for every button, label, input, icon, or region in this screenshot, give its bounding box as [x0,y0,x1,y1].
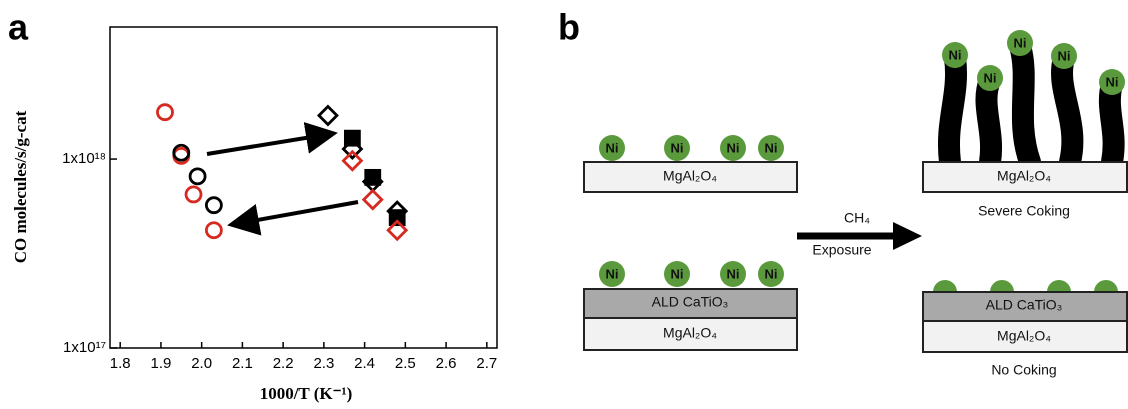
particle-label: Ni [606,140,619,155]
coating-label: ALD CaTiO₃ [986,297,1063,313]
point [316,104,339,127]
particle [599,261,625,287]
result-label: Severe Coking [978,203,1070,219]
x-tick-label: 2.5 [395,355,416,372]
particle [758,135,784,161]
panel-label: b [558,7,580,48]
coating-label: ALD CaTiO₃ [652,294,729,310]
particle [664,135,690,161]
point [364,168,382,186]
y-tick-label: 1x10¹⁸ [62,150,106,167]
particle [1099,69,1125,95]
gas-label: CH₄ [844,210,870,226]
point [386,219,409,242]
panel-label: a [8,7,29,48]
arrow [227,200,359,236]
chart: 1.8 1.9 2.0 2.1 2.2 2.3 2.4 2.5 2.6 2.7 1x10¹⁷ 1x10… [62,103,497,372]
support-label: MgAl₂O₄ [663,168,717,184]
result-label: No Coking [991,362,1056,378]
y-tick-label: 1x10¹⁷ [63,339,106,356]
carbon-fiber [1098,73,1125,173]
support-label: MgAl₂O₄ [663,325,717,341]
particle-label: Ni [727,266,740,281]
x-tick-label: 1.9 [150,355,171,372]
x-tick-label: 2.0 [191,355,212,372]
point [341,149,364,172]
particle [977,65,1003,91]
particle-label: Ni [949,47,962,62]
point [188,167,207,186]
particle-label: Ni [606,266,619,281]
particle-label: Ni [671,140,684,155]
coating [922,291,1128,322]
particle [599,135,625,161]
particle [942,42,968,68]
x-tick-label: 1.8 [110,355,131,372]
carbon-fiber [1051,47,1084,173]
particle-label: Ni [1106,74,1119,89]
support [922,320,1128,353]
coating [583,288,798,319]
point [388,209,406,226]
support-label: MgAl₂O₄ [997,168,1051,184]
diagram: Ni Ni Ni Ni MgAl₂O₄ Ni Ni Ni Ni ALD CaTi… [583,30,1128,378]
support [922,161,1128,193]
particle [758,261,784,287]
particle [1047,280,1071,292]
x-tick-label: 2.7 [476,355,497,372]
x-tick-label: 2.6 [436,355,457,372]
carbon-fiber [1009,35,1041,173]
point [204,221,223,240]
step-label: Exposure [812,242,871,258]
point [204,196,223,215]
support-label: MgAl₂O₄ [997,328,1051,344]
carbon-fiber [975,69,1002,173]
particle [720,261,746,287]
x-tick-label: 2.3 [313,355,334,372]
plot-frame [109,26,498,349]
particle [1051,43,1077,69]
particle-label: Ni [984,70,997,85]
particle-label: Ni [1058,48,1071,63]
particle [990,280,1014,292]
x-tick-label: 2.4 [354,355,375,372]
x-tick-label: 2.2 [273,355,294,372]
carbon-fiber [938,47,967,173]
process-arrow-head [893,222,922,250]
point [343,129,361,147]
support [583,161,798,193]
y-axis-label: CO molecules/s/g-cat [11,110,30,263]
particle-label: Ni [765,266,778,281]
support [583,317,798,351]
point [156,103,174,122]
particle [664,261,690,287]
x-axis-label: 1000/T (K⁻¹) [260,384,353,403]
particle [1007,30,1033,56]
arrow [206,122,338,156]
particle [933,280,957,292]
point [172,143,191,162]
particle-label: Ni [1014,35,1027,50]
x-tick-label: 2.1 [232,355,253,372]
particle-label: Ni [765,140,778,155]
particle [720,135,746,161]
particle-label: Ni [727,140,740,155]
particle-label: Ni [671,266,684,281]
particle [1094,280,1118,292]
point [184,185,203,204]
point [361,188,384,211]
